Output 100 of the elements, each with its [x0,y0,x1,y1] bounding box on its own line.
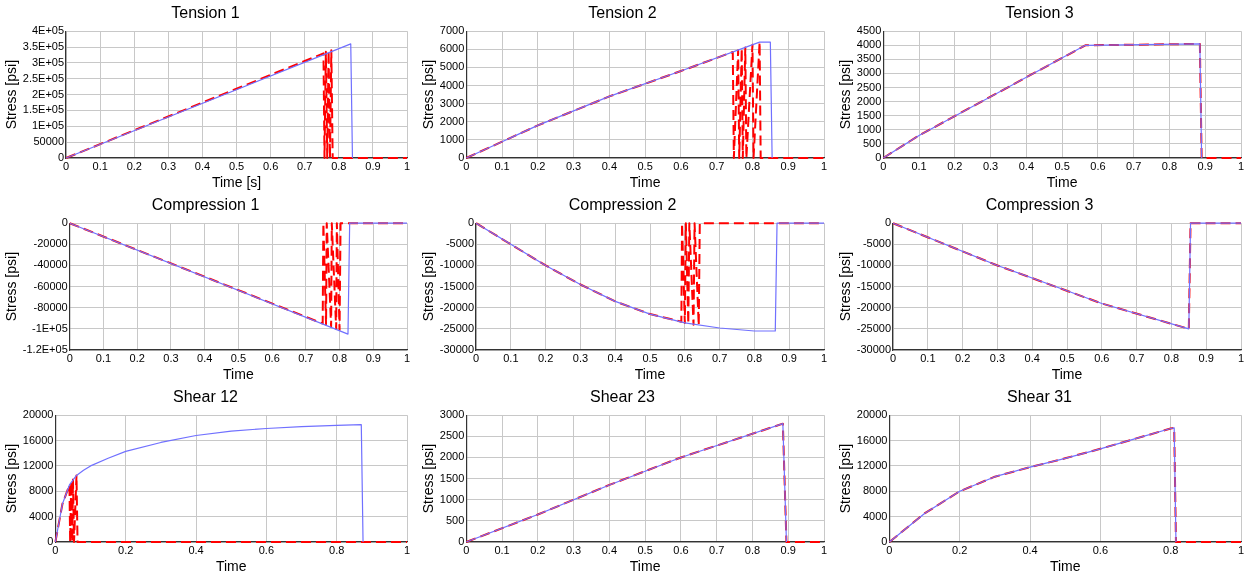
chart-title: Tension 2 [588,4,657,22]
x-tick-label: 1 [820,159,828,172]
y-tick-label: 0 [47,535,54,548]
x-tick-label: 0.5 [1059,351,1075,364]
x-axis-title: Time [215,558,247,575]
y-tick-label: -5000 [862,237,892,250]
x-tick-label: 0.8 [331,159,347,172]
x-tick-label: 1 [403,543,411,556]
y-tick-label: -25000 [856,321,892,334]
y-tick-label: 2500 [856,80,882,93]
y-axis-title: Stress [psi] [837,59,854,130]
y-tick-label: 4000 [862,509,888,522]
x-tick-label: 0.1 [95,351,112,364]
x-tick-label: 0.4 [194,159,211,172]
x-tick-label: 1 [820,351,828,364]
y-tick-label: 2000 [439,450,465,463]
x-axis-title: Time [1046,174,1078,191]
x-axis-title: Time [s] [211,174,262,191]
x-tick-label: 0.6 [264,351,280,364]
y-tick-label: -15000 [856,279,892,292]
y-tick-label: 0 [875,151,882,164]
y-tick-label: 16000 [22,433,54,446]
x-tick-label: 0.7 [709,543,725,556]
x-tick-label: 0.9 [365,351,381,364]
x-tick-label: 0.6 [1090,159,1106,172]
y-tick-label: 3000 [856,66,882,79]
x-tick-label: 0.4 [601,543,618,556]
x-tick-label: 0.6 [677,351,693,364]
y-tick-label: 4000 [856,38,882,51]
x-tick-label: 1 [1237,159,1245,172]
y-tick-label: 12000 [22,458,54,471]
x-tick-label: 0.3 [565,543,582,556]
x-tick-label: 0.7 [711,351,728,364]
x-tick-label: 0.2 [126,159,142,172]
x-tick-label: 0.3 [163,351,179,364]
x-tick-label: 0.8 [1163,543,1179,556]
y-tick-label: 0 [57,151,65,164]
y-tick-label: 4000 [439,78,465,91]
y-axis-title: Stress [psi] [837,251,854,322]
y-tick-label: 3500 [856,52,882,65]
x-tick-label: 0.7 [298,351,314,364]
y-tick-label: 3000 [439,96,465,109]
x-tick-label: 0.5 [637,543,653,556]
y-tick-label: -10000 [439,258,475,271]
y-axis-title: Stress [psi] [837,443,854,514]
y-tick-label: 7000 [439,24,465,37]
x-tick-label: 0.7 [1126,159,1142,172]
y-axis-title: Stress [psi] [420,59,437,130]
x-tick-label: 0.6 [258,543,274,556]
x-tick-label: 0.2 [118,543,134,556]
x-tick-label: 0.4 [1018,159,1035,172]
y-tick-label: 1000 [856,122,882,135]
y-tick-label: 20000 [856,408,888,421]
x-tick-label: 0.2 [129,351,145,364]
chart-title: Shear 12 [173,388,239,406]
y-tick-label: 2000 [856,94,882,107]
y-tick-label: 20000 [22,408,54,421]
x-tick-label: 0.4 [1024,351,1040,364]
x-tick-label: 0.3 [565,159,582,172]
y-tick-label: -20000 [439,300,475,313]
x-tick-label: 0.7 [297,159,313,172]
x-tick-label: 0.1 [494,543,510,556]
x-tick-label: 0.6 [1092,543,1108,556]
x-tick-label: 0.3 [989,351,1006,364]
y-tick-label: 0 [467,216,475,229]
y-tick-label: 4500 [856,24,882,37]
chart-title: Shear 23 [590,388,656,406]
x-tick-label: 0.2 [947,159,963,172]
y-tick-label: 2.5E+05 [22,71,65,84]
y-tick-label: 1500 [439,471,465,484]
x-tick-label: 0.4 [1022,543,1038,556]
y-tick-label: 1500 [856,108,882,121]
y-tick-label: 12000 [856,458,888,471]
x-tick-label: 0.3 [160,159,177,172]
x-tick-label: 0.5 [228,159,245,172]
y-tick-label: -1.2E+05 [22,343,68,356]
x-tick-label: 0.3 [982,159,999,172]
y-tick-label: -25000 [439,321,475,334]
x-tick-label: 1 [403,159,411,172]
x-tick-label: 0.5 [637,159,653,172]
y-tick-label: -80000 [33,300,68,313]
y-tick-label: -15000 [439,279,475,292]
x-tick-label: 0.4 [197,351,213,364]
x-tick-label: 0.5 [230,351,247,364]
chart-title: Shear 31 [1007,388,1073,406]
y-tick-label: 3.5E+05 [22,40,65,53]
x-tick-label: 0.1 [920,351,936,364]
x-tick-label: 1 [820,543,828,556]
x-tick-label: 0.2 [954,351,971,364]
chart-title: Tension 1 [171,4,240,22]
x-axis-title: Time [223,366,254,383]
y-tick-label: 2500 [439,429,465,442]
y-tick-label: -30000 [856,343,892,356]
y-tick-label: 2E+05 [31,87,65,100]
x-tick-label: 0.9 [780,159,796,172]
x-tick-label: 0.1 [92,159,108,172]
x-tick-label: 0.2 [530,543,546,556]
y-tick-label: -1E+05 [31,321,68,334]
x-tick-label: 1 [403,351,411,364]
y-tick-label: 0 [881,535,888,548]
